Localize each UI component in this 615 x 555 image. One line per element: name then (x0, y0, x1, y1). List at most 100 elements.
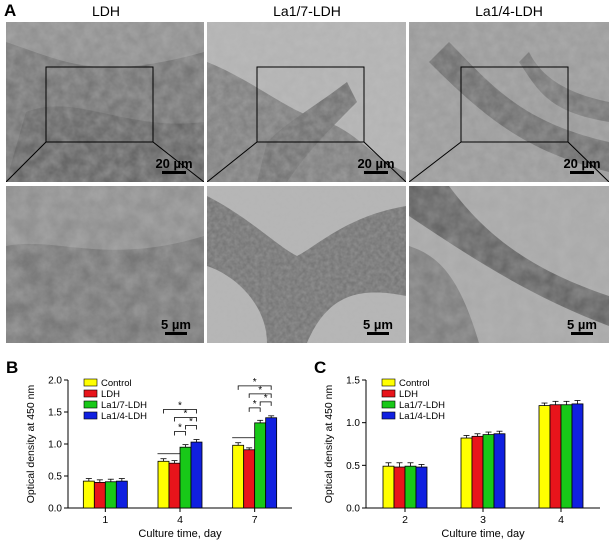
sem-title-la17: La1/7-LDH (273, 3, 341, 19)
legend-swatch (381, 378, 396, 387)
legend-swatch (83, 378, 98, 387)
bar (493, 433, 506, 509)
scale-line (570, 171, 594, 174)
bar (168, 462, 181, 509)
sem-image-la17-low (207, 22, 406, 182)
y-tick-label: 0.5 (346, 461, 360, 472)
scale-bar-la17-high: 5 µm (357, 317, 399, 335)
bar (104, 481, 117, 509)
legend-swatch (381, 411, 396, 420)
bar (232, 444, 245, 509)
bar-chart-b: 0.0 0.5 1.0 1.5 2.0 Optical density at 450 nm… (25, 376, 292, 540)
bar (560, 404, 573, 509)
significance-star: * (264, 393, 268, 404)
significance-bracket (163, 409, 197, 414)
scale-line (571, 332, 593, 335)
x-tick-label: 2 (402, 514, 408, 526)
legend-swatch (83, 411, 98, 420)
legend-label: La1/7-LDH (101, 400, 147, 411)
y-axis-label: Optical density at 450 nm (323, 385, 335, 504)
legend-label: Control (101, 378, 132, 389)
bar (415, 466, 428, 509)
significance-star: * (178, 401, 182, 412)
significance-star: * (253, 377, 257, 388)
x-axis-label: Culture time, day (441, 528, 525, 540)
scale-label-la14-low: 20 µm (563, 156, 601, 171)
legend-swatch (83, 400, 98, 409)
significance-star: * (184, 409, 188, 420)
legend-label: La1/7-LDH (399, 400, 445, 411)
scale-bar-ldh-low: 20 µm (150, 156, 198, 174)
x-tick-label: 7 (252, 514, 258, 526)
legend-swatch (83, 389, 98, 398)
scale-label-la14-high: 5 µm (567, 317, 597, 332)
bar (115, 480, 128, 509)
scale-bar-ldh-high: 5 µm (155, 317, 197, 335)
legend-label: LDH (399, 389, 418, 400)
y-axis-label: Optical density at 450 nm (25, 385, 37, 504)
scale-label-ldh-high: 5 µm (161, 317, 191, 332)
legend-label: La1/4-LDH (101, 411, 147, 422)
y-tick-label: 0.0 (346, 504, 360, 515)
legend-swatch (381, 400, 396, 409)
sem-image-la14-low (409, 22, 609, 182)
x-tick-label: 1 (102, 514, 108, 526)
y-tick-label: 2.0 (48, 376, 62, 387)
significance-star: * (178, 423, 182, 434)
y-tick-label: 1.0 (48, 440, 62, 451)
significance-bracket (248, 393, 272, 398)
legend-swatch (381, 389, 396, 398)
panel-a-label: A (4, 1, 17, 20)
sem-title-ldh: LDH (91, 3, 120, 19)
y-tick-label: 1.0 (346, 418, 360, 429)
x-tick-label: 3 (480, 514, 486, 526)
significance-bracket (259, 401, 272, 406)
sem-image-la14-high (409, 186, 609, 343)
scale-label-la17-high: 5 µm (363, 317, 393, 332)
x-tick-label: 4 (558, 514, 564, 526)
bar (382, 465, 395, 509)
scale-label-ldh-low: 20 µm (155, 156, 193, 171)
bar (482, 434, 495, 509)
significance-bracket (237, 385, 272, 390)
significance-bracket (174, 417, 197, 422)
significance-star: * (258, 385, 262, 396)
scale-line (367, 332, 389, 335)
bar (243, 449, 256, 509)
panel-c-label: C (314, 358, 327, 377)
bar (538, 405, 551, 509)
legend-label: La1/4-LDH (399, 411, 445, 422)
y-tick-label: 0.5 (48, 472, 62, 483)
bar (471, 435, 484, 509)
bar (571, 403, 584, 509)
scale-line (162, 171, 186, 174)
sem-image-ldh-low (6, 22, 204, 182)
bar (93, 482, 106, 509)
bar (549, 404, 562, 509)
scale-line (364, 171, 388, 174)
scale-bar-la14-low: 20 µm (558, 156, 606, 174)
y-tick-label: 1.5 (346, 376, 360, 387)
legend-label: Control (399, 378, 430, 389)
x-axis-label: Culture time, day (138, 528, 222, 540)
significance-star: * (189, 417, 193, 428)
significance-bracket (185, 425, 197, 430)
y-tick-label: 1.5 (48, 408, 62, 419)
bar (179, 446, 192, 509)
bar (254, 422, 267, 509)
scale-label-la17-low: 20 µm (357, 156, 395, 171)
bar (190, 441, 203, 509)
significance-star: * (253, 399, 257, 410)
panel-b-label: B (6, 358, 19, 377)
scale-line (165, 332, 187, 335)
significance-bracket (174, 431, 186, 436)
legend-label: LDH (101, 389, 120, 400)
bar (82, 480, 95, 509)
bar (265, 417, 278, 509)
x-tick-label: 4 (177, 514, 183, 526)
bar (157, 460, 170, 509)
sem-title-la14: La1/4-LDH (475, 3, 543, 19)
bar-chart-c: 0.0 0.5 1.0 1.5 Optical density at 450 nm Cul… (323, 376, 600, 540)
bar (460, 437, 473, 509)
sem-image-ldh-high (6, 186, 204, 343)
